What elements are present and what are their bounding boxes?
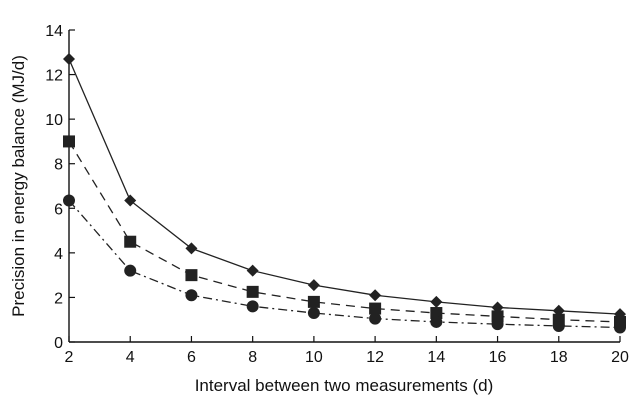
series-2-point [124,235,137,248]
series-2-point [63,135,75,148]
x-tick-label: 2 [65,349,74,366]
series-1-point [185,242,198,255]
series-3-point [246,300,259,313]
series-3-point [552,319,565,332]
x-tick-label: 12 [366,349,384,366]
series-2-point [185,269,198,282]
series-3 [63,194,626,334]
series-2-line [68,141,621,323]
x-tick-label: 16 [489,349,507,366]
series-2-point [307,295,320,308]
series-3-point [63,194,75,207]
series-1-point [430,295,443,308]
series-1-point [124,194,137,207]
x-tick-label: 8 [248,349,257,366]
series-3-point [124,264,137,277]
series-1 [63,52,626,321]
series-3-point [307,307,320,320]
y-tick-label: 14 [45,23,63,40]
series-3-point [430,315,443,328]
series-3-line [68,200,621,329]
series-1-point [307,279,320,292]
series-3-point [185,289,198,302]
x-tick-label: 4 [126,349,135,366]
x-tick-label: 20 [611,349,629,366]
series-3-point [614,321,626,334]
y-tick-label: 12 [45,68,63,85]
x-tick-label: 18 [550,349,568,366]
series-1-point [63,52,75,65]
series-3-point [491,318,504,331]
series-2-point [369,302,382,315]
y-tick-label: 8 [54,157,63,174]
y-tick-label: 10 [45,112,63,129]
x-tick-label: 6 [187,349,196,366]
x-tick-label: 10 [305,349,323,366]
series-1-point [246,264,259,277]
y-tick-label: 0 [54,335,63,352]
series-layer [63,52,626,334]
series-2 [63,135,626,328]
series-3-point [369,312,382,325]
y-tick-label: 2 [54,290,63,307]
y-tick-label: 6 [54,201,63,218]
x-tick-label: 14 [427,349,445,366]
y-tick-label: 4 [54,246,63,263]
series-1-line [68,58,621,315]
series-2-point [430,307,443,320]
x-axis-title: Interval between two measurements (d) [195,376,494,395]
y-axis-title: Precision in energy balance (MJ/d) [9,55,28,317]
series-2-point [246,285,259,298]
series-1-point [369,289,382,302]
